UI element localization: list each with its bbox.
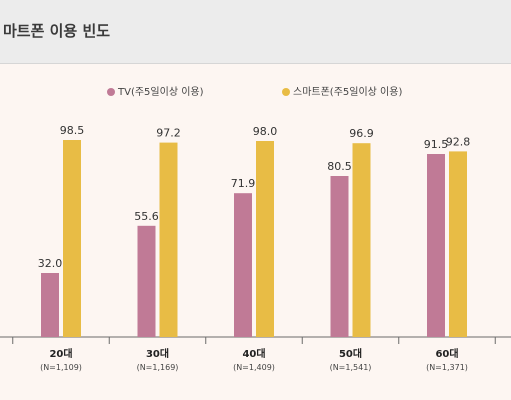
sample-size-label-4: (N=1,541) — [330, 363, 372, 372]
data-label-smartphone-1: 98.5 — [60, 124, 85, 137]
legend-item-smartphone: 스마트폰(주5일이상 이용) — [282, 83, 402, 98]
bar-tv-2 — [137, 225, 156, 337]
bar-smartphone-1 — [63, 140, 81, 337]
bar-tv-4 — [330, 176, 349, 337]
bar-smartphone-5 — [449, 151, 467, 337]
sample-size-label-1: (N=1,109) — [40, 363, 82, 372]
category-label-5: 60대 — [435, 347, 458, 360]
bar-smartphone-2 — [159, 142, 178, 337]
sample-size-label-3: (N=1,409) — [233, 363, 275, 372]
legend-label-tv: TV(주5일이상 이용) — [118, 87, 204, 98]
data-label-tv-5: 91.5 — [424, 138, 449, 151]
data-label-smartphone-5: 92.8 — [446, 135, 471, 148]
data-label-tv-1: 32.0 — [38, 257, 63, 270]
legend-swatch-smartphone — [282, 88, 290, 96]
bar-smartphone-4 — [352, 143, 371, 337]
bar-tv-1 — [41, 273, 59, 337]
category-label-3: 40대 — [242, 347, 265, 360]
data-label-smartphone-3: 98.0 — [253, 125, 278, 138]
legend-swatch-tv — [107, 88, 115, 96]
bar-smartphone-3 — [256, 141, 274, 337]
data-label-smartphone-4: 96.9 — [349, 127, 374, 140]
category-label-1: 20대 — [49, 347, 72, 360]
data-label-tv-3: 71.9 — [231, 177, 256, 190]
legend-item-tv: TV(주5일이상 이용) — [107, 83, 204, 98]
bar-tv-5 — [427, 154, 445, 337]
data-label-tv-2: 55.6 — [134, 210, 159, 223]
chart-header: 마트폰 이용 빈도 — [0, 0, 511, 64]
sample-size-label-5: (N=1,371) — [426, 363, 468, 372]
bar-tv-3 — [234, 193, 252, 337]
sample-size-label-2: (N=1,169) — [137, 363, 179, 372]
legend-label-smartphone: 스마트폰(주5일이상 이용) — [293, 87, 403, 98]
category-label-4: 50대 — [339, 347, 362, 360]
data-label-tv-4: 80.5 — [327, 160, 352, 173]
category-label-2: 30대 — [146, 347, 169, 360]
chart-title: 마트폰 이용 빈도 — [3, 22, 111, 40]
data-label-smartphone-2: 97.2 — [156, 127, 181, 140]
